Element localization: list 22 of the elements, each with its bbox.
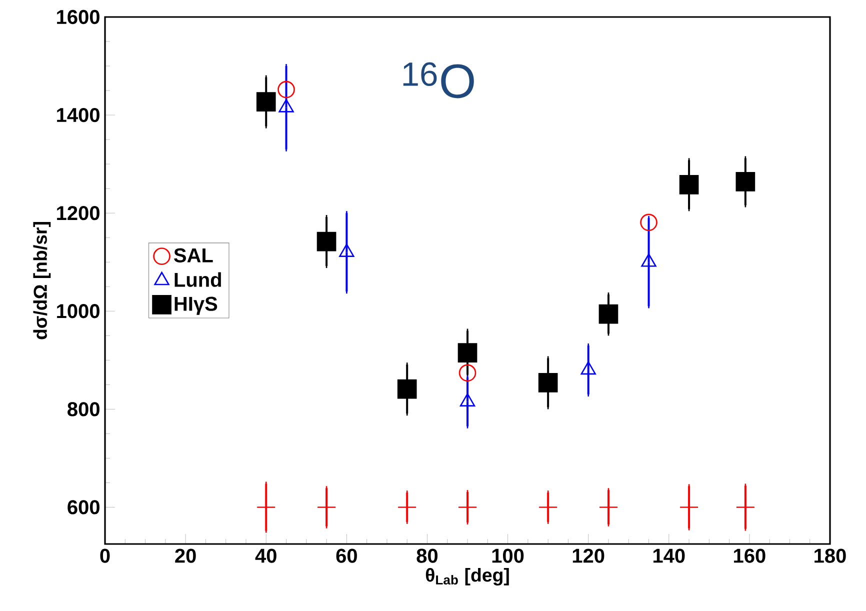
x-tick-label: 0	[100, 548, 110, 563]
legend-label: HIγS	[174, 296, 218, 315]
y-tick-label: 600	[68, 500, 100, 514]
y-tick-label: 1200	[57, 206, 100, 220]
y-tick-label: 1600	[57, 10, 100, 24]
y-axis-title: dσ/dΩ [nb/sr]	[33, 222, 51, 340]
x-axis-title: θ$_{Lab}$ [deg]	[426, 568, 509, 586]
x-tick-label: 40	[255, 548, 276, 563]
x-tick-label: 100	[492, 548, 524, 563]
y-tick-label: 800	[68, 402, 100, 416]
legend-label: SAL	[174, 248, 213, 262]
y-tick-label: 1400	[57, 108, 100, 122]
x-tick-label: 60	[336, 548, 357, 563]
x-tick-label: 20	[175, 548, 196, 563]
x-tick-label: 140	[653, 548, 685, 563]
y-tick-label: 1000	[57, 304, 100, 318]
x-tick-label: 80	[416, 548, 438, 563]
legend-label: Lund	[174, 272, 221, 287]
x-tick-label: 160	[734, 548, 766, 563]
x-tick-label: 180	[814, 548, 846, 563]
annotation: $^{16}$O	[403, 62, 474, 98]
x-tick-label: 120	[572, 548, 604, 563]
